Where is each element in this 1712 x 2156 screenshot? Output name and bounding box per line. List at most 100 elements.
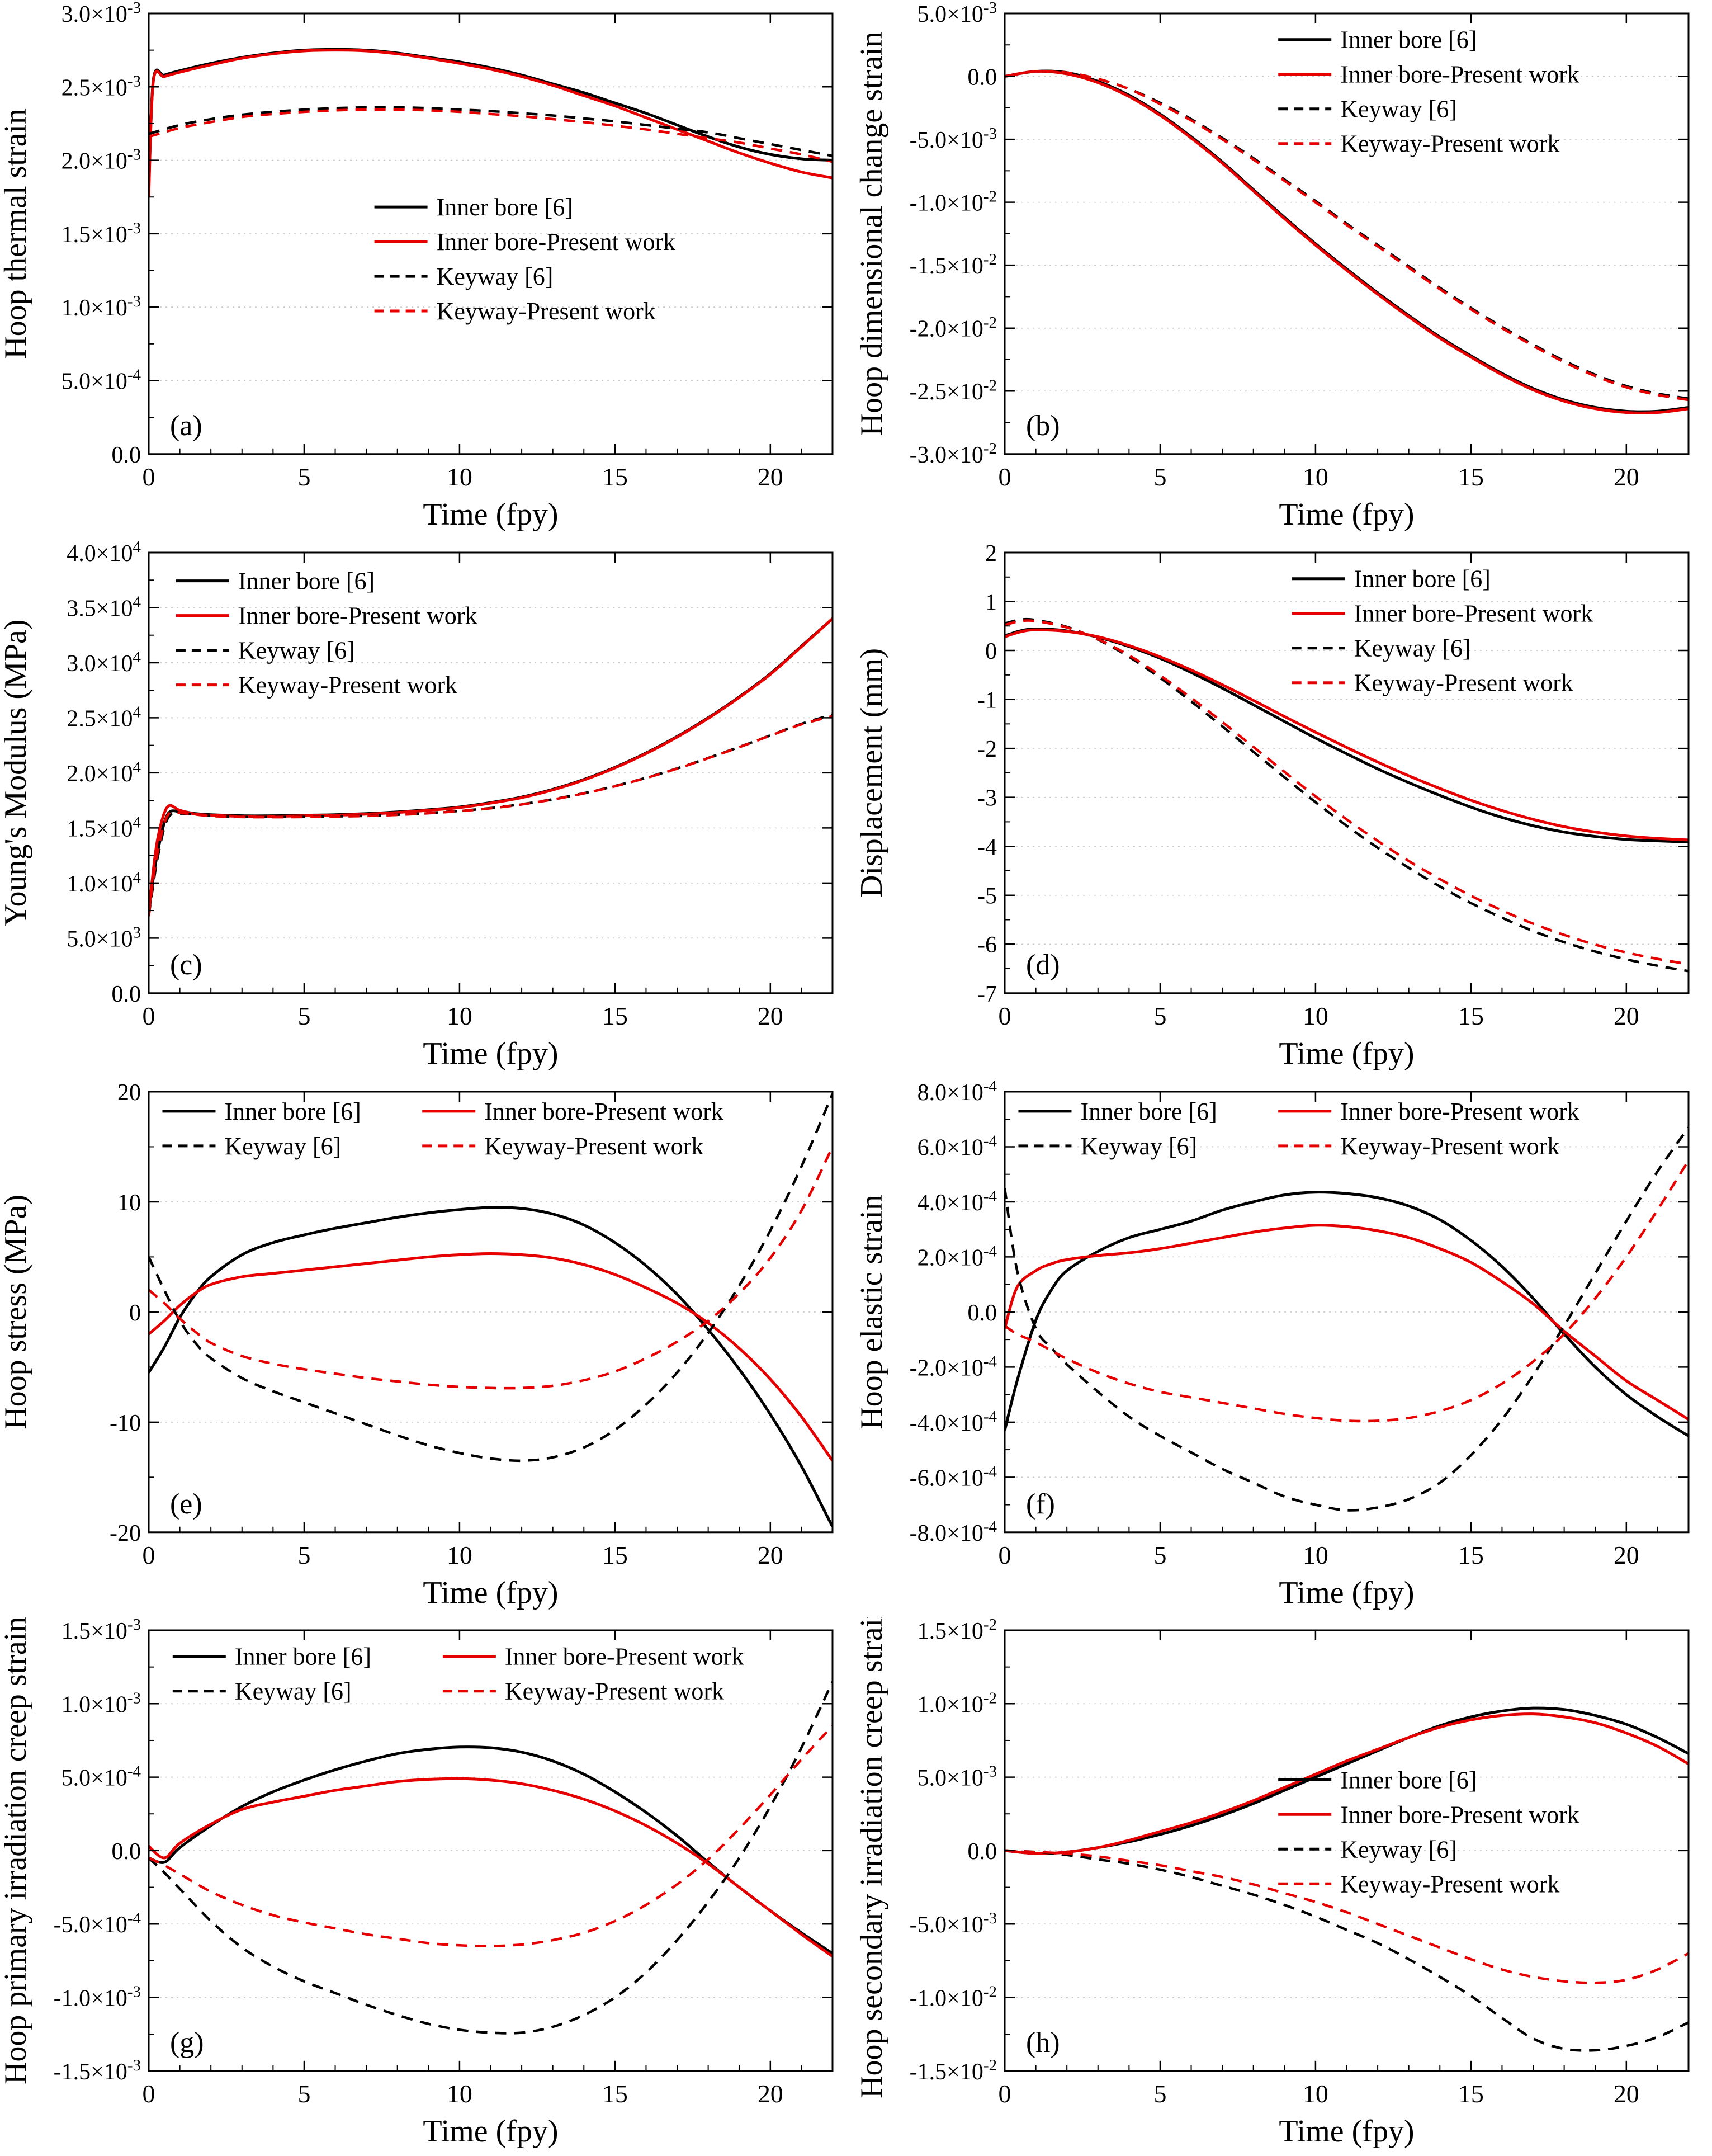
panel-tag: (d) xyxy=(1026,949,1060,981)
series-line-keyway-6-black xyxy=(1005,1849,1689,2052)
y-axis-label: Hoop stress (MPa) xyxy=(0,1194,33,1429)
x-tick-label: 10 xyxy=(1303,1002,1328,1030)
y-tick-label: -8.0×10-4 xyxy=(910,1517,997,1546)
chart-a-svg: 0 5 10 15 20 3.0×10-3 2.5×10-3 2.0×10-3 1.5×10-3… xyxy=(0,0,834,532)
y-tick-label: -20 xyxy=(110,1520,141,1546)
x-tick-label: 20 xyxy=(758,463,783,491)
y-axis-label: Hoop dimensional change strain xyxy=(856,31,889,436)
y-axis-label: Hoop elastic strain xyxy=(856,1195,889,1430)
y-tick-label: 0 xyxy=(129,1300,141,1325)
x-tick-label: 15 xyxy=(602,1540,628,1569)
legend-label-keyway-present-work: Keyway-Present work xyxy=(484,1132,703,1159)
y-tick-label: 8.0×10-4 xyxy=(918,1078,997,1106)
y-tick-label: 0.0 xyxy=(968,65,997,91)
panel-f: 0 5 10 15 20 8.0×10-4 6.0×10-4 4.0×10-4 2.0×10-4… xyxy=(856,1078,1712,1617)
legend-label-keyway-6: Keyway [6] xyxy=(437,263,554,290)
series-line-inner-bore-6-black xyxy=(1005,627,1689,843)
y-tick-label: -4.0×10-4 xyxy=(910,1407,997,1436)
x-tick-label: 10 xyxy=(447,1002,472,1030)
x-axis-label: Time (fpy) xyxy=(1279,1036,1414,1071)
legend-label-keyway-6: Keyway [6] xyxy=(1080,1132,1197,1159)
y-tick-label: 4.0×104 xyxy=(67,539,141,567)
x-tick-label: 5 xyxy=(297,2079,310,2108)
panel-a: 0 5 10 15 20 3.0×10-3 2.5×10-3 2.0×10-3 1.5×10-3… xyxy=(0,0,856,539)
series-line-keyway-present-work-red xyxy=(1005,1849,1689,1984)
x-tick-label: 20 xyxy=(758,1002,783,1030)
x-axis-label: Time (fpy) xyxy=(423,497,558,532)
panel-e: 0 5 10 15 20 20 10 0 -10 -20 Time (fpy) Hoop stress… xyxy=(0,1078,856,1617)
y-tick-label: 5.0×10-4 xyxy=(62,1763,141,1791)
x-tick-label: 0 xyxy=(142,1540,155,1569)
series-line-inner-bore-present-work-red xyxy=(149,49,833,197)
y-tick-label: -1.5×10-2 xyxy=(910,251,997,279)
panel-tag: (a) xyxy=(170,410,202,442)
y-tick-label: 1.0×10-3 xyxy=(62,293,141,321)
x-tick-label: 15 xyxy=(602,463,628,491)
series-line-keyway-present-work-red xyxy=(149,1725,833,1948)
panel-tag: (c) xyxy=(170,949,202,981)
legend-label-inner-bore-6: Inner bore [6] xyxy=(235,1643,371,1671)
x-tick-label: 20 xyxy=(1614,463,1639,491)
x-axis-label: Time (fpy) xyxy=(1279,1575,1414,1610)
x-tick-label: 0 xyxy=(142,463,155,491)
legend-label-inner-bore-6: Inner bore [6] xyxy=(238,567,375,595)
legend-label-keyway-present-work: Keyway-Present work xyxy=(1340,1132,1559,1159)
y-tick-label: 0.0 xyxy=(112,982,141,1007)
series-line-keyway-present-work-red xyxy=(149,1145,833,1389)
series-line-keyway-6-black xyxy=(1005,1126,1689,1512)
y-tick-label: 0.0 xyxy=(112,442,141,468)
series-line-keyway-present-work-red xyxy=(1005,69,1689,402)
legend-label-keyway-6: Keyway [6] xyxy=(1340,1836,1457,1863)
x-tick-label: 5 xyxy=(1153,1540,1166,1569)
legend-label-inner-bore-present-work: Inner bore-Present work xyxy=(484,1097,723,1125)
legend-label-keyway-present-work: Keyway-Present work xyxy=(1340,130,1559,158)
x-tick-label: 0 xyxy=(998,1002,1011,1030)
y-tick-label: 5.0×10-4 xyxy=(62,366,141,395)
y-tick-label: 6.0×10-4 xyxy=(918,1132,997,1160)
y-tick-label: -1.0×10-3 xyxy=(54,1983,141,2012)
y-tick-label: -7 xyxy=(977,982,997,1007)
series-line-keyway-present-work-red xyxy=(1005,619,1689,966)
y-tick-label: 1.0×10-3 xyxy=(62,1690,141,1718)
legend-label-keyway-6: Keyway [6] xyxy=(224,1132,341,1159)
x-tick-label: 15 xyxy=(1458,463,1484,491)
y-tick-label: -1.5×10-2 xyxy=(910,2056,997,2085)
x-tick-label: 5 xyxy=(297,463,310,491)
x-tick-label: 10 xyxy=(447,2079,472,2108)
legend-label-inner-bore-6: Inner bore [6] xyxy=(1340,1767,1477,1794)
panel-tag: (f) xyxy=(1026,1488,1055,1520)
legend-label-inner-bore-6: Inner bore [6] xyxy=(1340,26,1477,54)
y-tick-label: 5.0×10-3 xyxy=(918,0,997,27)
x-tick-label: 20 xyxy=(1614,1540,1639,1569)
legend-label-inner-bore-present-work: Inner bore-Present work xyxy=(1340,61,1579,88)
x-tick-label: 5 xyxy=(1153,1002,1166,1030)
series-line-inner-bore-present-work-red xyxy=(1005,628,1689,842)
y-tick-label: 1 xyxy=(985,589,997,615)
legend-label-keyway-present-work: Keyway-Present work xyxy=(238,671,457,699)
y-tick-label: 2.5×10-3 xyxy=(62,72,141,101)
y-tick-label: 2.0×10-3 xyxy=(62,146,141,174)
panel-tag: (b) xyxy=(1026,410,1060,442)
x-tick-label: 5 xyxy=(297,1540,310,1569)
legend-label-inner-bore-present-work: Inner bore-Present work xyxy=(1340,1801,1579,1829)
chart-b-svg: 0 5 10 15 20 5.0×10-3 0.0 -5.0×10-3 -1.0×10-2 -1.… xyxy=(856,0,1690,532)
legend-label-keyway-present-work: Keyway-Present work xyxy=(1340,1871,1559,1898)
x-tick-label: 0 xyxy=(998,463,1011,491)
y-tick-label: -3.0×10-2 xyxy=(910,440,997,468)
chart-c-svg: 0 5 10 15 20 4.0×104 3.5×104 3.0×104 2.5×104 2.0×… xyxy=(0,539,834,1071)
x-tick-label: 15 xyxy=(602,1002,628,1030)
legend-label-keyway-6: Keyway [6] xyxy=(1340,96,1457,123)
series-line-inner-bore-6-black xyxy=(1005,1190,1689,1437)
legend-label-inner-bore-present-work: Inner bore-Present work xyxy=(1354,600,1593,627)
x-tick-label: 20 xyxy=(758,1540,783,1569)
y-tick-label: -2.5×10-2 xyxy=(910,376,997,405)
y-tick-label: 3.5×104 xyxy=(67,593,141,621)
legend-label-inner-bore-6: Inner bore [6] xyxy=(1080,1097,1217,1125)
y-tick-label: 20 xyxy=(117,1079,141,1105)
y-tick-label: -1.0×10-2 xyxy=(910,1983,997,2012)
y-axis-label: Young's Modulus (MPa) xyxy=(0,619,33,926)
legend-label-keyway-6: Keyway [6] xyxy=(1354,634,1471,662)
series-line-keyway-6-black xyxy=(149,1093,833,1462)
y-tick-label: 2 xyxy=(985,541,997,567)
